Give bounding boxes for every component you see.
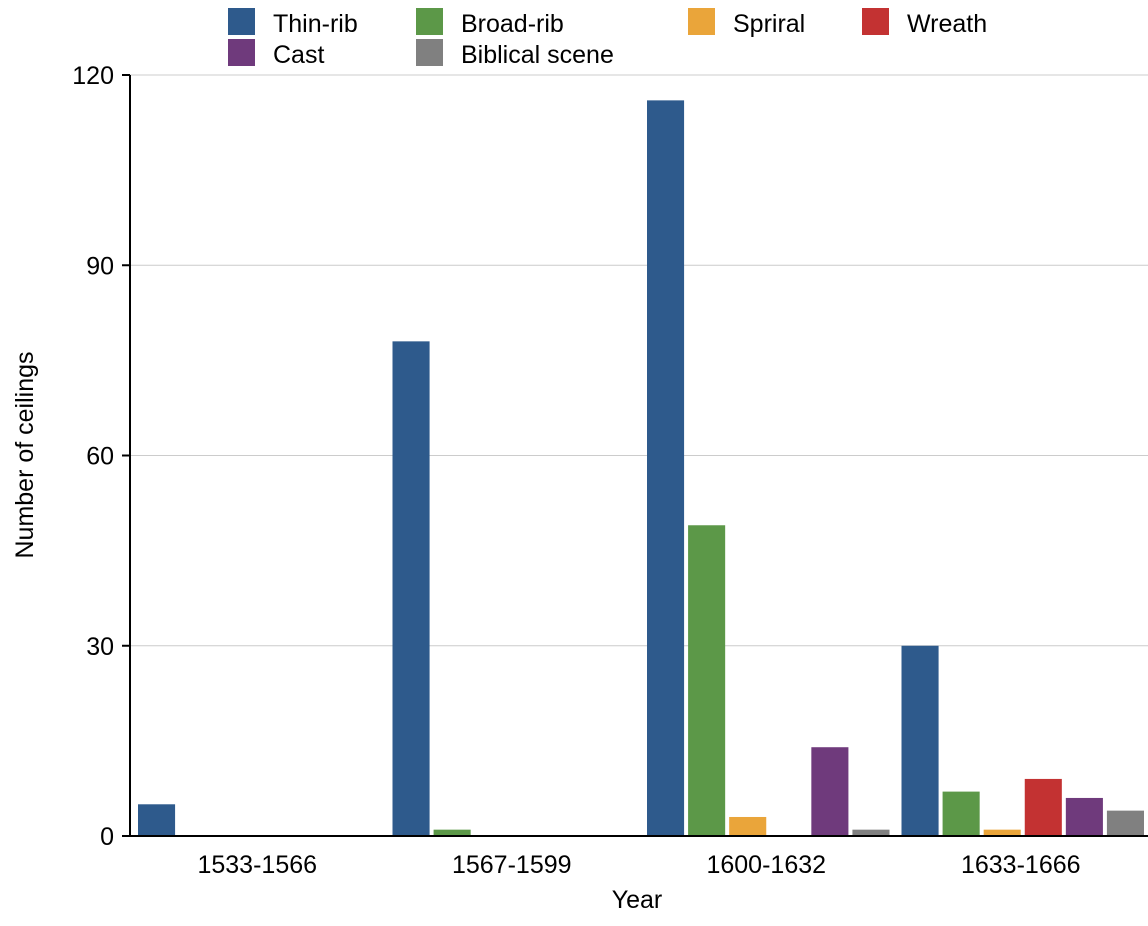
- y-tick-label: 60: [86, 443, 114, 471]
- bar-spriral-1600-1632: [729, 816, 767, 836]
- bar-broad-rib-1567-1599: [433, 829, 471, 836]
- y-tick-label: 30: [86, 633, 114, 661]
- x-tick-label: 1567-1599: [452, 851, 572, 879]
- y-tick-label: 0: [100, 823, 114, 851]
- bar-broad-rib-1600-1632: [688, 525, 726, 836]
- legend-label: Cast: [273, 41, 324, 69]
- bar-broad-rib-1633-1666: [942, 791, 980, 836]
- legend-label: Wreath: [907, 10, 987, 38]
- x-axis-label: Year: [612, 886, 663, 914]
- bar-thin-rib-1600-1632: [647, 100, 685, 836]
- legend-label: Spriral: [733, 10, 805, 38]
- legend-label: Thin-rib: [273, 10, 358, 38]
- bar-thin-rib-1533-1566: [138, 804, 176, 836]
- y-tick-labels: 0 30 60 90 120: [72, 62, 130, 851]
- bar-cast-1633-1666: [1065, 797, 1103, 836]
- y-tick-label: 120: [72, 62, 114, 90]
- bar-biblical-scene-1600-1632: [852, 829, 890, 836]
- legend-swatch: [862, 8, 889, 35]
- bar-spriral-1633-1666: [983, 829, 1021, 836]
- gridlines: [130, 74, 1148, 647]
- bar-wreath-1633-1666: [1024, 778, 1062, 836]
- legend-label: Broad-rib: [461, 10, 564, 38]
- y-axis-label: Number of ceilings: [11, 351, 39, 558]
- legend-swatch: [228, 39, 255, 66]
- legend-swatch: [416, 8, 443, 35]
- x-tick-labels: 1533-1566 1567-1599 1600-1632 1633-1666: [197, 851, 1080, 879]
- bars: [138, 100, 1144, 836]
- bar-thin-rib-1567-1599: [392, 341, 430, 836]
- legend-swatch: [228, 8, 255, 35]
- x-tick-label: 1600-1632: [706, 851, 826, 879]
- legend: Thin-rib Broad-rib Spriral Wreath Cast Biblic…: [228, 8, 987, 69]
- y-tick-label: 90: [86, 252, 114, 280]
- x-tick-label: 1633-1666: [961, 851, 1081, 879]
- x-tick-label: 1533-1566: [197, 851, 317, 879]
- legend-label: Biblical scene: [461, 41, 614, 69]
- bar-cast-1600-1632: [811, 747, 849, 836]
- bar-biblical-scene-1633-1666: [1106, 810, 1144, 836]
- legend-swatch: [416, 39, 443, 66]
- legend-swatch: [688, 8, 715, 35]
- bar-thin-rib-1633-1666: [901, 645, 939, 836]
